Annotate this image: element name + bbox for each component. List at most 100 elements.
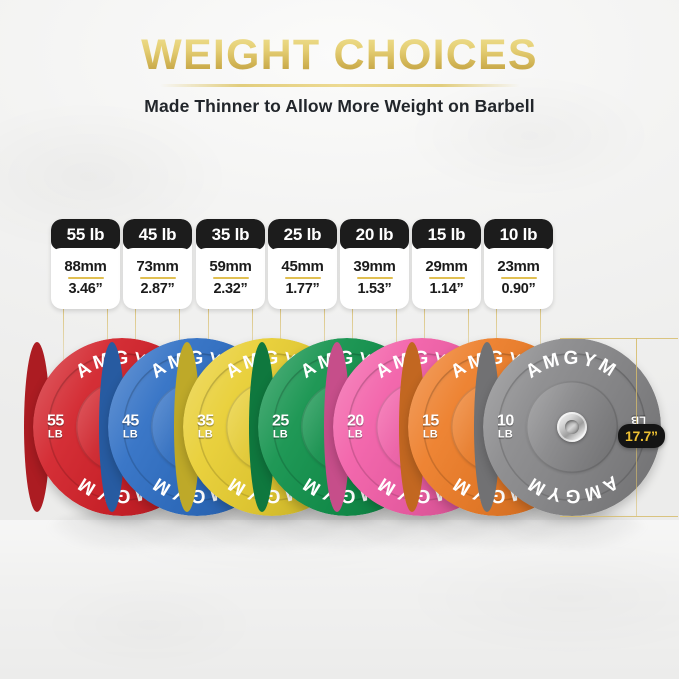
spec-card-divider — [500, 276, 537, 280]
spec-card-body: 39mm 1.53” — [340, 248, 409, 307]
plate-reflection — [272, 510, 422, 550]
plate-center-hub — [557, 412, 587, 442]
spec-card-body: 88mm 3.46” — [51, 248, 120, 307]
thickness-leader-line — [135, 309, 136, 360]
spec-card-weight: 15 lb — [427, 224, 466, 244]
spec-card-body: 23mm 0.90” — [484, 248, 553, 307]
thickness-leader-line — [107, 309, 108, 360]
thickness-leader-line — [324, 309, 325, 360]
spec-card-weight: 20 lb — [355, 224, 394, 244]
spec-card-inch: 1.14” — [429, 281, 464, 298]
spec-card-inch: 1.77” — [285, 281, 320, 298]
plate-reflection — [197, 510, 347, 550]
plate-weight-unit: LB — [272, 428, 288, 441]
spec-card-weight: 45 lb — [138, 224, 177, 244]
plate-weight-number: 25 — [272, 412, 289, 430]
diameter-badge: 17.7” — [618, 424, 665, 448]
spec-card-inch: 2.32” — [213, 281, 248, 298]
plate-weight-number: 10 — [497, 412, 514, 430]
spec-card-mm: 88mm — [64, 257, 107, 275]
spec-card-body: 45mm 1.77” — [268, 248, 337, 307]
spec-card-weight: 35 lb — [211, 224, 250, 244]
thickness-leader-line — [208, 309, 209, 360]
plate-weight-number: 35 — [197, 412, 214, 430]
thickness-leader-line — [179, 309, 180, 360]
spec-card-inch: 0.90” — [501, 281, 536, 298]
spec-card-inch: 3.46” — [68, 281, 103, 298]
spec-card-header: 55 lb — [51, 219, 120, 250]
thickness-leader-line — [280, 309, 281, 360]
spec-card: 35 lb 59mm 2.32” — [196, 219, 265, 309]
plate-weight-unit: LB — [197, 428, 213, 441]
spec-card-header: 20 lb — [340, 219, 409, 250]
spec-card: 15 lb 29mm 1.14” — [412, 219, 481, 309]
plate-reflection — [122, 510, 272, 550]
spec-card-divider — [428, 276, 465, 280]
plate-weight-unit: LB — [347, 428, 363, 441]
spec-card: 45 lb 73mm 2.87” — [123, 219, 192, 309]
spec-card-weight: 55 lb — [66, 224, 105, 244]
thickness-leader-line — [424, 309, 425, 360]
thickness-leader-line — [496, 309, 497, 360]
spec-card-weight: 25 lb — [283, 224, 322, 244]
spec-card-header: 45 lb — [123, 219, 192, 250]
plate-weight-label: 25 LB — [272, 412, 289, 441]
plate-weight-number: 20 — [347, 412, 364, 430]
header-block: WEIGHT CHOICES Made Thinner to Allow Mor… — [0, 34, 679, 117]
spec-card-header: 25 lb — [268, 219, 337, 250]
page-title: WEIGHT CHOICES — [0, 34, 679, 77]
spec-card-divider — [284, 276, 321, 280]
plate-weight-unit: LB — [47, 428, 63, 441]
plate-weight-number: 45 — [122, 412, 139, 430]
thickness-leader-line — [468, 309, 469, 360]
spec-card-divider — [139, 276, 176, 280]
thickness-leader-line — [252, 309, 253, 360]
spec-card-inch: 2.87” — [140, 281, 175, 298]
plate-weight-unit: LB — [122, 428, 138, 441]
title-divider — [159, 84, 520, 87]
spec-card-mm: 29mm — [425, 257, 468, 275]
plate-reflection — [347, 510, 497, 550]
plate-weight-label: 45 LB — [122, 412, 139, 441]
spec-card-mm: 45mm — [281, 257, 324, 275]
plate-weight-label: 55 LB — [47, 412, 64, 441]
thickness-leader-line — [63, 309, 64, 360]
spec-card-body: 29mm 1.14” — [412, 248, 481, 307]
plate-weight-label: 35 LB — [197, 412, 214, 441]
spec-card-header: 10 lb — [484, 219, 553, 250]
diameter-tick-bottom — [560, 516, 678, 517]
page-subtitle: Made Thinner to Allow More Weight on Bar… — [144, 96, 535, 116]
spec-card-header: 35 lb — [196, 219, 265, 250]
spec-card-body: 59mm 2.32” — [196, 248, 265, 307]
plate-weight-number: 15 — [422, 412, 439, 430]
spec-card-divider — [67, 276, 104, 280]
plate-weight-label: 10 LB — [497, 412, 514, 441]
spec-card-mm: 59mm — [209, 257, 252, 275]
spec-card-mm: 39mm — [353, 257, 396, 275]
spec-card-row: 55 lb 88mm 3.46” 45 lb 73mm 2.87” 35 lb 59mm 2.3… — [0, 219, 679, 311]
thickness-leader-line — [540, 309, 541, 360]
plate-weight-number: 55 — [47, 412, 64, 430]
spec-card: 10 lb 23mm 0.90” — [484, 219, 553, 309]
thickness-leader-line — [396, 309, 397, 360]
spec-card: 20 lb 39mm 1.53” — [340, 219, 409, 309]
plate-weight-label: 15 LB — [422, 412, 439, 441]
plate-reflection — [422, 510, 572, 550]
plate-reflection — [47, 510, 197, 550]
plate-weight-label: 20 LB — [347, 412, 364, 441]
spec-card: 55 lb 88mm 3.46” — [51, 219, 120, 309]
spec-card-body: 73mm 2.87” — [123, 248, 192, 307]
plate-weight-unit: LB — [422, 428, 438, 441]
diameter-tick-top — [560, 338, 678, 339]
spec-card-divider — [356, 276, 393, 280]
spec-card-header: 15 lb — [412, 219, 481, 250]
spec-card-mm: 73mm — [136, 257, 179, 275]
spec-card: 25 lb 45mm 1.77” — [268, 219, 337, 309]
spec-card-mm: 23mm — [497, 257, 540, 275]
plate-weight-unit: LB — [497, 428, 513, 441]
spec-card-weight: 10 lb — [499, 224, 538, 244]
spec-card-inch: 1.53” — [357, 281, 392, 298]
thickness-leader-line — [352, 309, 353, 360]
